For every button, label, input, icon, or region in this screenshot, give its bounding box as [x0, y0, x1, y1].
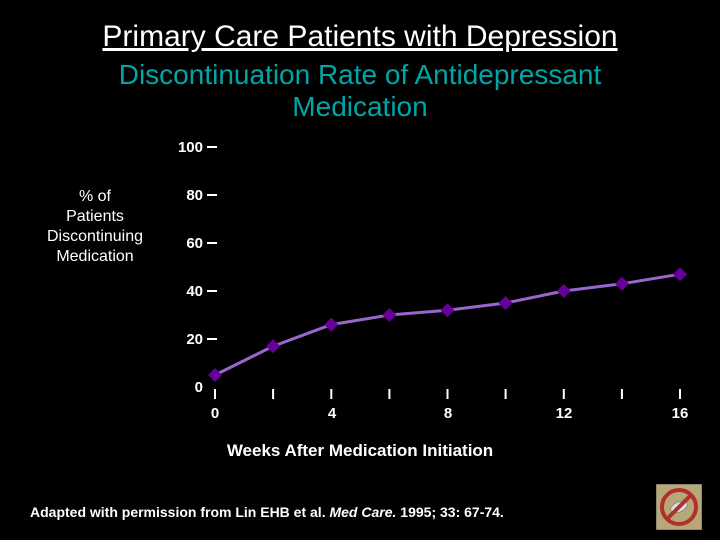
y-tick-marks — [207, 147, 217, 339]
citation-journal: Med Care. — [329, 504, 396, 520]
page-subtitle: Discontinuation Rate of Antidepressant M… — [30, 59, 690, 123]
citation-suffix: 1995; 33: 67-74. — [396, 504, 503, 520]
no-pill-icon — [656, 484, 702, 530]
marker-icon — [208, 368, 222, 382]
slide: Primary Care Patients with Depression Di… — [0, 0, 720, 540]
subtitle-line-2: Medication — [292, 91, 427, 122]
marker-icon — [441, 303, 455, 317]
marker-icon — [499, 296, 513, 310]
x-axis-label: Weeks After Medication Initiation — [30, 441, 690, 461]
marker-icon — [615, 277, 629, 291]
x-tick-label: 0 — [200, 405, 230, 422]
y-axis-label-line: % of — [79, 188, 111, 205]
y-axis-label-line: Patients — [66, 208, 124, 225]
x-tick-marks — [215, 389, 680, 399]
x-tick-label: 12 — [549, 405, 579, 422]
marker-icon — [324, 317, 338, 331]
marker-icon — [673, 267, 687, 281]
y-tick-label: 100 — [163, 139, 203, 156]
y-axis-label: % of Patients Discontinuing Medication — [30, 187, 160, 267]
citation: Adapted with permission from Lin EHB et … — [30, 504, 504, 520]
data-line — [215, 274, 680, 375]
x-tick-label: 4 — [317, 405, 347, 422]
marker-icon — [557, 284, 571, 298]
citation-prefix: Adapted with permission from Lin EHB et … — [30, 504, 329, 520]
y-tick-label: 0 — [163, 379, 203, 396]
x-tick-label: 16 — [665, 405, 695, 422]
x-tick-label: 8 — [433, 405, 463, 422]
y-tick-label: 80 — [163, 187, 203, 204]
chart-container: % of Patients Discontinuing Medication — [30, 137, 690, 437]
marker-icon — [266, 339, 280, 353]
y-axis-label-line: Medication — [56, 248, 133, 265]
y-tick-label: 60 — [163, 235, 203, 252]
page-title: Primary Care Patients with Depression — [30, 20, 690, 55]
subtitle-line-1: Discontinuation Rate of Antidepressant — [119, 59, 602, 90]
y-tick-label: 40 — [163, 283, 203, 300]
marker-icon — [382, 308, 396, 322]
y-tick-label: 20 — [163, 331, 203, 348]
line-chart — [160, 137, 690, 437]
y-axis-label-line: Discontinuing — [47, 228, 143, 245]
